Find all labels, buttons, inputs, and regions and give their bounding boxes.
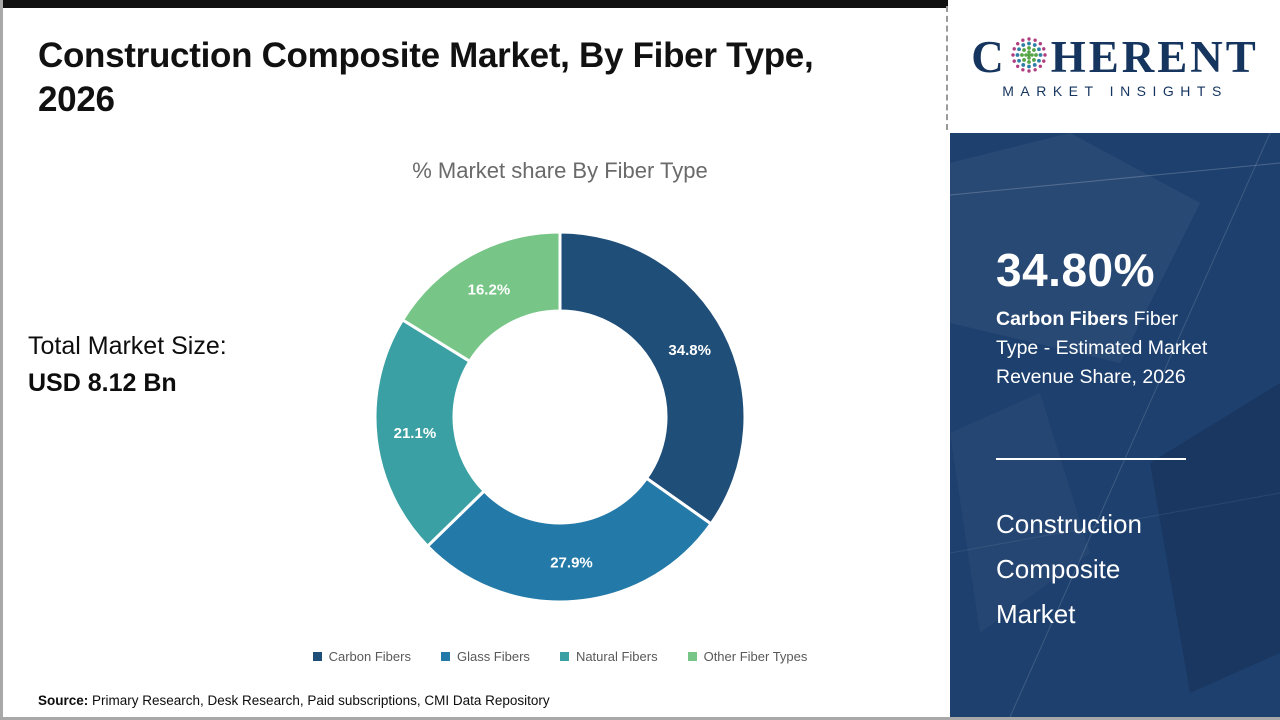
donut-slice-carbon-fibers [558, 230, 747, 526]
sidebar-content: 34.80% Carbon Fibers Fiber Type - Estima… [950, 133, 1280, 637]
sidebar-panel: 34.80% Carbon Fibers Fiber Type - Estima… [950, 133, 1280, 717]
page-title-line2: 2026 [38, 80, 115, 119]
market-name-line3: Market [996, 599, 1076, 629]
market-name-line1: Construction [996, 509, 1142, 539]
legend-item-glass-fibers: Glass Fibers [440, 649, 530, 664]
sidebar-stat-rest: Fiber Type - Estimated Market Revenue Sh… [996, 308, 1208, 388]
legend-label: Glass Fibers [456, 649, 530, 664]
coherent-globe-icon [1011, 37, 1047, 73]
logo-subtitle: MARKET INSIGHTS [1002, 82, 1228, 99]
legend-label: Other Fiber Types [703, 649, 808, 664]
total-market-block: Total Market Size: USD 8.12 Bn [28, 328, 227, 402]
donut-chart-svg: 34.8% 27.9% 21.1% 16.2% [373, 230, 747, 604]
legend-marker [312, 652, 322, 661]
header-dashed-divider [946, 6, 948, 130]
logo-text-herent: HERENT [1050, 31, 1259, 82]
source-text: Primary Research, Desk Research, Paid su… [88, 693, 550, 708]
legend-item-carbon-fibers: Carbon Fibers [312, 649, 411, 664]
total-market-value: USD 8.12 Bn [28, 369, 177, 397]
logo-area: C HERENT MARKET INSIGHTS [950, 0, 1280, 133]
source-label: Source: [38, 693, 89, 708]
left-border [0, 0, 3, 720]
chart-legend: Carbon Fibers Glass Fibers Natural Fibers O… [110, 649, 1010, 664]
bottom-border [0, 717, 1280, 720]
donut-slice-other-fiber-types [401, 230, 562, 363]
legend-label: Carbon Fibers [328, 649, 411, 664]
chart-subtitle: % Market share By Fiber Type [412, 158, 708, 183]
page-title: Construction Composite Market, By Fiber … [38, 34, 918, 122]
top-border-bar [0, 0, 948, 8]
sidebar-market-name: Construction Composite Market [996, 502, 1242, 637]
donut-slice-label: 34.8% [668, 342, 711, 359]
donut-slice-label: 16.2% [468, 282, 511, 299]
donut-chart: 34.8% 27.9% 21.1% 16.2% [360, 217, 760, 617]
legend-marker [559, 652, 569, 661]
sidebar-divider-line [996, 458, 1186, 460]
donut-slice-label: 27.9% [550, 555, 593, 572]
donut-slice-natural-fibers [373, 318, 486, 548]
sidebar-stat-segment: Carbon Fibers [996, 308, 1129, 330]
sidebar-stat-value: 34.80% [996, 244, 1156, 296]
donut-slice-label: 21.1% [394, 425, 437, 442]
legend-marker [440, 652, 450, 661]
legend-marker [687, 652, 697, 661]
source-line: Source: Primary Research, Desk Research,… [38, 693, 550, 708]
legend-item-other-fiber-types: Other Fiber Types [687, 649, 808, 664]
sidebar-stat-description: Carbon Fibers Fiber Type - Estimated Mar… [996, 305, 1222, 392]
legend-item-natural-fibers: Natural Fibers [559, 649, 658, 664]
total-market-label: Total Market Size: [28, 332, 227, 360]
page-title-line1: Construction Composite Market, By Fiber … [38, 36, 814, 75]
coherent-logo: C HERENT [971, 31, 1259, 82]
logo-text-c: C [971, 31, 1007, 82]
legend-label: Natural Fibers [575, 649, 658, 664]
donut-slice-glass-fibers [426, 476, 713, 604]
sidebar-map-texture [950, 133, 1280, 717]
market-name-line2: Composite [996, 554, 1121, 584]
